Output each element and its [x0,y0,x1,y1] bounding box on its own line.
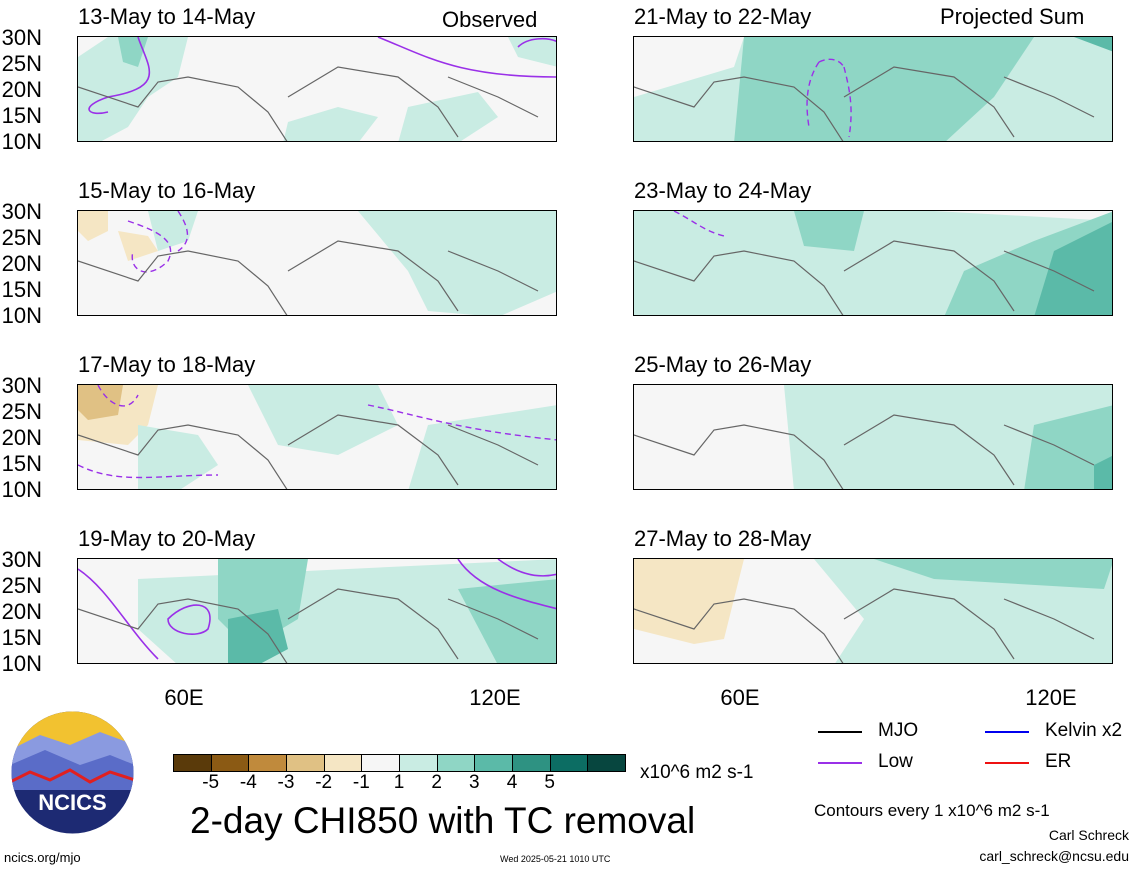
lat-label: 20N [1,599,42,624]
lat-label: 20N [1,77,42,102]
colorbar-swatch [512,754,551,772]
map-panel-p7 [633,384,1113,490]
main-title: 2-day CHI850 with TC removal [190,800,696,841]
author-email[interactable]: carl_schreck@ncsu.edu [979,848,1129,864]
colorbar-swatch [361,754,400,772]
map-panel-p2 [77,210,557,316]
panel-title-p5: 21-May to 22-May [634,4,812,29]
lat-label: 25N [1,51,42,76]
lat-label: 25N [1,399,42,424]
colorbar-swatch [210,754,250,772]
panel-title-p4: 19-May to 20-May [78,526,256,551]
map-panel-p4 [77,558,557,664]
colorbar-tick-label: -5 [202,772,220,793]
colorbar [173,754,626,772]
legend-label-mjo: MJO [878,720,919,741]
colorbar-swatch [549,754,589,772]
lat-label: 15N [1,451,42,476]
lon-label-60e-right: 60E [720,685,760,710]
contour-note: Contours every 1 x10^6 m2 s-1 [814,801,1050,820]
lat-label: 30N [1,373,42,398]
colorbar-swatch [587,754,626,772]
lat-label: 30N [1,199,42,224]
lat-label: 15N [1,625,42,650]
legend-line-er [985,762,1029,764]
panel-title-p7: 25-May to 26-May [634,352,812,377]
colorbar-tick-label: 5 [544,772,555,793]
ncics-logo: NCICS [10,710,135,835]
panel-title-p2: 15-May to 16-May [78,178,256,203]
colorbar-tick-label: -3 [277,772,295,793]
colorbar-swatch [323,754,363,772]
colorbar-tick-label: 1 [393,772,405,793]
lat-label: 20N [1,425,42,450]
lon-label-120e-left: 120E [469,685,521,710]
legend-line-low [818,762,862,764]
lat-label: 15N [1,103,42,128]
lat-label: 30N [1,25,42,50]
map-panel-p8 [633,558,1113,664]
panel-title-p1: 13-May to 14-May [78,4,256,29]
legend-label-kelvin: Kelvin x2 [1045,720,1123,741]
colorbar-tick-label: -1 [352,772,370,793]
ncics-url[interactable]: ncics.org/mjo [4,850,81,865]
colorbar-tick-label: 2 [431,772,442,793]
map-panel-p5 [633,36,1113,142]
lat-label: 30N [1,547,42,572]
colorbar-units: x10^6 m2 s-1 [640,762,754,783]
lat-label: 15N [1,277,42,302]
colorbar-swatch [286,754,325,772]
legend-label-er: ER [1045,751,1072,772]
colorbar-tick-label: -2 [315,772,333,793]
lon-label-60e-left: 60E [164,685,204,710]
colorbar-tick-label: -4 [239,772,257,793]
lat-label: 10N [1,303,42,328]
lat-label: 25N [1,573,42,598]
lat-label: 10N [1,129,42,154]
map-panel-p3 [77,384,557,490]
lat-label: 25N [1,225,42,250]
lat-label: 10N [1,477,42,502]
panel-title-p6: 23-May to 24-May [634,178,812,203]
logo-text: NCICS [38,790,106,815]
colorbar-swatch [173,754,212,772]
lat-label: 10N [1,651,42,676]
legend-line-kelvin [985,731,1029,733]
panel-title-p8: 27-May to 28-May [634,526,812,551]
colorbar-swatch [474,754,513,772]
legend-label-low: Low [878,751,913,772]
map-panel-p6 [633,210,1113,316]
colorbar-tick-label: 4 [506,772,518,793]
colorbar-labels: -5 -4 -3 -2 -1 1 2 3 4 5 [173,772,625,796]
panel-title-p3: 17-May to 18-May [78,352,256,377]
timestamp: Wed 2025-05-21 1010 UTC [500,854,611,864]
colorbar-tick-label: 3 [469,772,480,793]
legend-line-mjo [818,731,862,733]
panel-tag-projected: Projected Sum [940,4,1085,29]
lat-label: 20N [1,251,42,276]
map-panel-p1 [77,36,557,142]
colorbar-swatch [248,754,287,772]
colorbar-swatch [399,754,438,772]
lon-label-120e-right: 120E [1025,685,1077,710]
author-name: Carl Schreck [1048,827,1129,843]
panel-tag-observed: Observed [442,7,538,32]
colorbar-swatch [436,754,476,772]
